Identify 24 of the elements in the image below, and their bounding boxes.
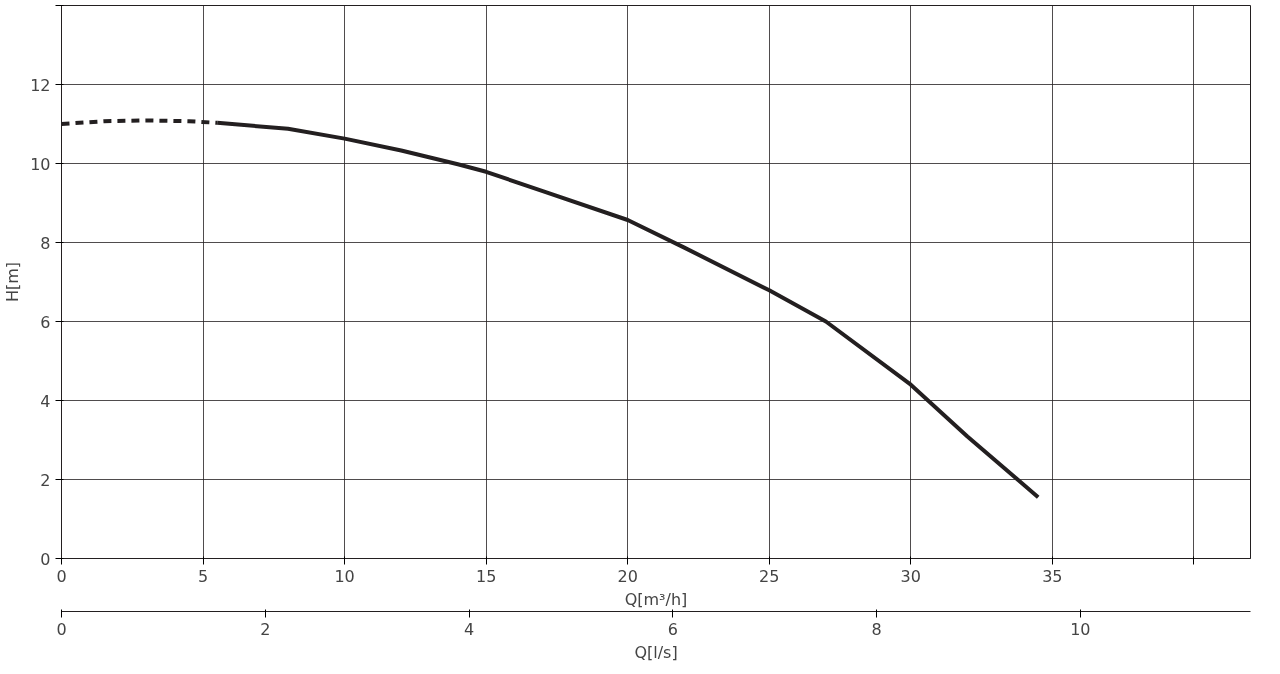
x2-tick-label: 4 [463, 619, 475, 639]
y-tick-label: 8 [40, 233, 51, 253]
y-tick-label: 2 [40, 470, 51, 490]
x-axis-title: Q[m³/h] [624, 589, 688, 609]
x2-tick-label: 8 [871, 619, 882, 639]
x-tick-label: 10 [334, 566, 355, 586]
x-tick-label: 20 [617, 566, 638, 586]
x2-axis-title: Q[l/s] [634, 642, 678, 662]
y-tick-label: 4 [40, 391, 51, 411]
x2-tick-label: 6 [667, 619, 678, 639]
x-tick-label: 35 [1042, 566, 1063, 586]
y-tick-label: 12 [30, 75, 51, 95]
y-tick-label: 6 [40, 312, 51, 332]
x-tick-label: 15 [475, 566, 497, 586]
x-tick-label: 5 [197, 566, 209, 586]
x-tick-label: 25 [759, 566, 780, 586]
x2-tick-label: 0 [56, 619, 67, 639]
x2-tick-label: 2 [260, 619, 271, 639]
y-tick-label: 10 [30, 154, 51, 174]
x2-tick-label: 10 [1070, 619, 1091, 639]
y-tick-label: 0 [40, 549, 51, 569]
x-tick-label: 30 [900, 566, 921, 586]
y-axis-title: H[m] [3, 261, 23, 303]
x-tick-label: 0 [56, 566, 67, 586]
